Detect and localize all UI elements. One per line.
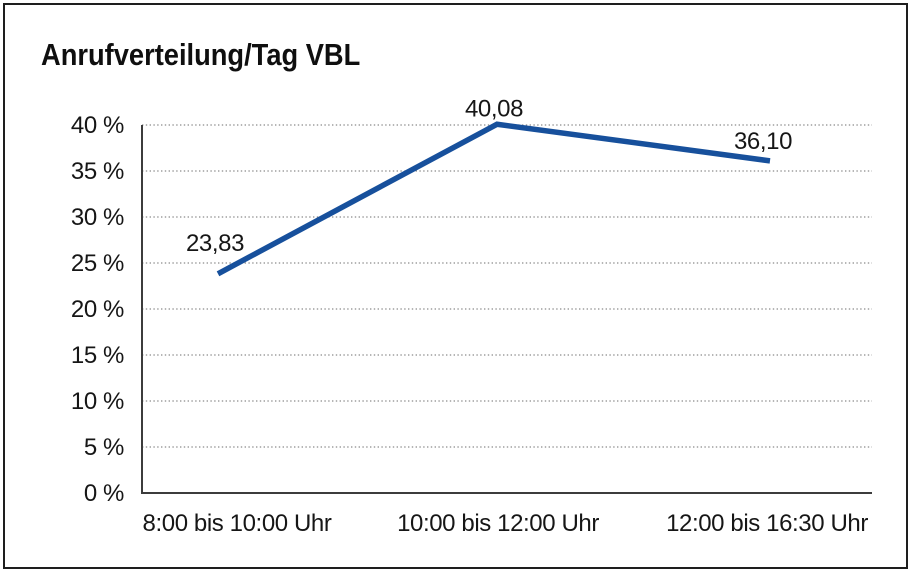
y-tick-label: 20 %: [71, 296, 124, 323]
y-tick-label: 35 %: [71, 158, 124, 185]
x-category-label: 10:00 bis 12:00 Uhr: [397, 510, 599, 537]
chart-frame: Anrufverteilung/Tag VBL: [3, 3, 908, 569]
y-tick-label: 25 %: [71, 250, 124, 277]
data-label: 23,83: [186, 230, 244, 257]
y-tick-label: 40 %: [71, 112, 124, 139]
chart-title: Anrufverteilung/Tag VBL: [41, 37, 361, 72]
y-tick-label: 0 %: [84, 480, 124, 507]
x-category-label: 8:00 bis 10:00 Uhr: [143, 510, 332, 537]
data-label: 40,08: [465, 95, 523, 122]
y-tick-label: 10 %: [71, 388, 124, 415]
y-tick-label: 15 %: [71, 342, 124, 369]
y-tick-label: 5 %: [84, 434, 124, 461]
x-category-label: 12:00 bis 16:30 Uhr: [666, 510, 868, 537]
data-label: 36,10: [734, 128, 792, 155]
y-tick-label: 30 %: [71, 204, 124, 231]
data-line: [216, 121, 771, 277]
